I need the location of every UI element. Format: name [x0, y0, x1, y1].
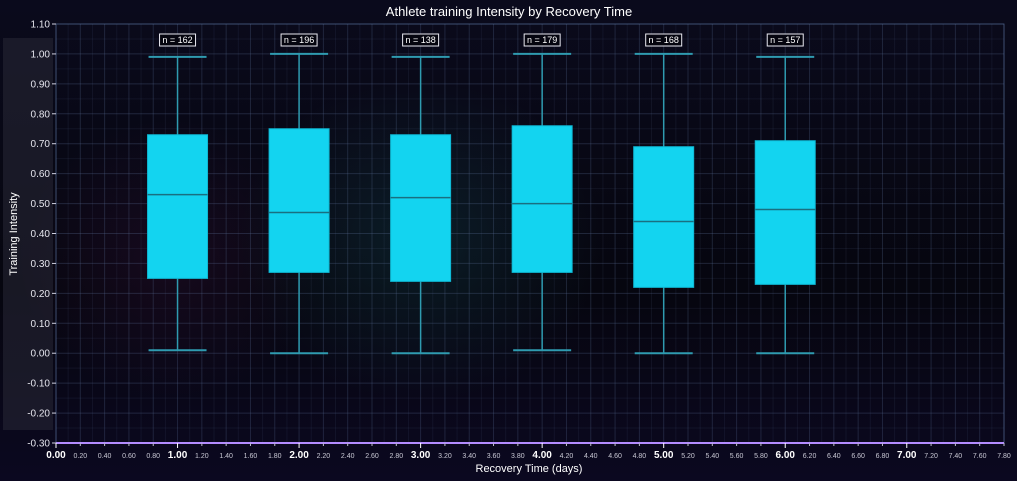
n-label: n = 168	[649, 35, 679, 45]
x-tick-label-minor: 4.20	[560, 453, 574, 460]
y-axis-panel	[3, 38, 53, 430]
x-tick-label-minor: 0.60	[122, 453, 136, 460]
y-tick-label: -0.10	[27, 379, 50, 390]
n-label: n = 157	[770, 35, 800, 45]
x-axis-label: Recovery Time (days)	[476, 463, 583, 475]
y-tick-label: 0.70	[31, 139, 51, 150]
x-axis-ticks: 0.00 1.00 2.00 3.00 4.00 5.00 6.00 7.00 0.20 0.40…	[46, 443, 1011, 461]
box-group: n = 168	[633, 33, 695, 355]
x-tick-label-minor: 7.40	[949, 453, 963, 460]
y-tick-label: 0.40	[31, 229, 51, 240]
x-tick-label-minor: 2.60	[365, 453, 379, 460]
iqr-box	[633, 146, 695, 288]
y-tick-label: -0.30	[27, 439, 50, 450]
x-tick-label-minor: 5.60	[730, 453, 744, 460]
box-group: n = 157	[754, 33, 816, 355]
x-tick-label-minor: 4.80	[633, 453, 647, 460]
n-label: n = 138	[405, 35, 435, 45]
n-label-box	[159, 33, 197, 47]
y-tick-label: 0.00	[31, 349, 51, 360]
x-tick-label-minor: 7.60	[973, 453, 987, 460]
x-tick-label-minor: 2.40	[341, 453, 355, 460]
iqr-box	[754, 140, 816, 285]
x-tick-label-minor: 5.80	[754, 453, 768, 460]
x-tick-label-minor: 5.40	[705, 453, 719, 460]
x-tick-label-minor: 3.80	[511, 453, 525, 460]
x-tick-label-major: 6.00	[775, 450, 795, 461]
iqr-box	[268, 128, 330, 273]
iqr-box	[147, 134, 209, 279]
n-label: n = 179	[527, 35, 557, 45]
n-label: n = 196	[284, 35, 314, 45]
n-label-box	[645, 33, 683, 47]
box-group: n = 196	[268, 33, 330, 355]
box-group: n = 162	[147, 33, 209, 352]
x-tick-label-minor: 2.20	[317, 453, 331, 460]
n-label-box	[280, 33, 318, 47]
x-tick-label-minor: 0.80	[146, 453, 160, 460]
x-tick-label-minor: 7.80	[997, 453, 1011, 460]
x-tick-label-minor: 6.20	[803, 453, 817, 460]
x-tick-label-minor: 3.60	[487, 453, 501, 460]
x-tick-label-minor: 4.60	[608, 453, 622, 460]
x-tick-label-major: 1.00	[168, 450, 188, 461]
x-tick-label-major: 7.00	[897, 450, 917, 461]
n-label-box	[523, 33, 561, 47]
y-tick-label: 0.80	[31, 109, 51, 120]
x-tick-label-minor: 1.60	[244, 453, 258, 460]
x-tick-label-minor: 5.20	[681, 453, 695, 460]
iqr-box	[390, 134, 452, 282]
chart-title: Athlete training Intensity by Recovery T…	[386, 4, 632, 19]
n-label: n = 162	[162, 35, 192, 45]
n-label-box	[766, 33, 804, 47]
x-tick-label-minor: 6.80	[876, 453, 890, 460]
x-tick-label-major: 2.00	[289, 450, 309, 461]
box-group: n = 138	[390, 33, 452, 355]
x-tick-label-major: 0.00	[46, 450, 66, 461]
x-tick-label-major: 5.00	[654, 450, 674, 461]
y-tick-label: 0.50	[31, 199, 51, 210]
x-tick-label-minor: 7.20	[924, 453, 938, 460]
y-tick-label: 0.30	[31, 259, 51, 270]
box-group: n = 179	[511, 33, 573, 352]
x-tick-label-major: 3.00	[411, 450, 431, 461]
y-tick-label: 0.10	[31, 319, 51, 330]
x-tick-label-minor: 6.60	[851, 453, 865, 460]
x-tick-label-minor: 1.80	[268, 453, 282, 460]
y-tick-label: 0.20	[31, 289, 51, 300]
x-tick-label-minor: 3.20	[438, 453, 452, 460]
y-tick-label: 0.90	[31, 79, 51, 90]
y-tick-label: 1.00	[31, 49, 51, 60]
x-tick-label-minor: 2.80	[389, 453, 403, 460]
x-tick-label-minor: 1.20	[195, 453, 209, 460]
x-tick-label-minor: 6.40	[827, 453, 841, 460]
boxes: n = 162 n = 196 n = 138 n = 179 n = 168 n = 1…	[147, 33, 816, 355]
iqr-box	[511, 125, 573, 273]
y-axis-ticks: -0.30 -0.20 -0.10 0.00 0.10 0.20 0.30 0.40 0.50 0…	[27, 20, 56, 450]
y-axis-label: Training Intensity	[8, 192, 20, 276]
x-tick-label-minor: 4.40	[584, 453, 598, 460]
y-tick-label: 0.60	[31, 169, 51, 180]
x-tick-label-major: 4.00	[532, 450, 552, 461]
n-label-box	[402, 33, 440, 47]
x-tick-label-minor: 0.40	[98, 453, 112, 460]
x-tick-label-minor: 1.40	[219, 453, 233, 460]
y-tick-label: -0.20	[27, 409, 50, 420]
y-tick-label: 1.10	[31, 20, 51, 31]
x-tick-label-minor: 0.20	[73, 453, 87, 460]
x-tick-label-minor: 3.40	[462, 453, 476, 460]
